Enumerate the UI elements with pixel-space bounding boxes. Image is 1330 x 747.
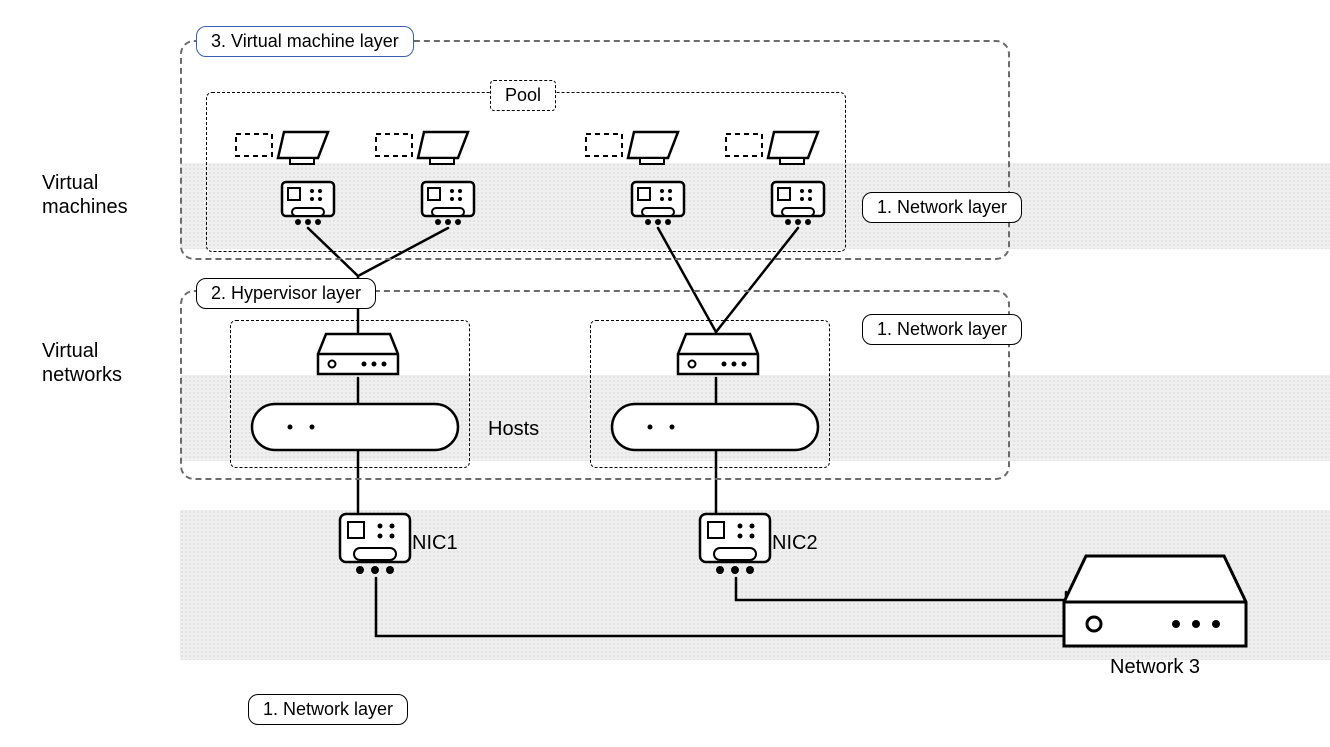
vnic-icon — [628, 178, 688, 228]
vnic-icon — [278, 178, 338, 228]
router-icon — [1060, 552, 1250, 652]
layer-3-label: 3. Virtual machine layer — [196, 26, 414, 57]
nic-icon — [696, 510, 774, 578]
layer-1-label-top: 1. Network layer — [862, 192, 1022, 223]
vm-side-label-2: machines — [42, 196, 128, 219]
layer-1-label-bottom: 1. Network layer — [248, 694, 408, 725]
server-icon — [316, 330, 400, 380]
storage-icon — [250, 402, 460, 452]
vnet-side-label-2: networks — [42, 364, 122, 387]
nic2-label: NIC2 — [772, 532, 818, 555]
vm-icon — [724, 128, 824, 168]
vm-icon — [374, 128, 474, 168]
storage-icon — [610, 402, 820, 452]
pool-frame — [206, 92, 846, 252]
vnic-icon — [418, 178, 478, 228]
layer-1-label-mid: 1. Network layer — [862, 314, 1022, 345]
vm-icon — [584, 128, 684, 168]
network3-label: Network 3 — [1110, 656, 1200, 679]
nic1-label: NIC1 — [412, 532, 458, 555]
vnic-icon — [768, 178, 828, 228]
network-diagram: Virtual machines Virtual networks Hosts … — [0, 0, 1330, 747]
vm-side-label-1: Virtual — [42, 172, 98, 195]
vnet-side-label-1: Virtual — [42, 340, 98, 363]
vm-icon — [234, 128, 334, 168]
pool-label: Pool — [490, 80, 556, 111]
hosts-label: Hosts — [488, 418, 539, 441]
server-icon — [676, 330, 760, 380]
layer-2-label: 2. Hypervisor layer — [196, 278, 376, 309]
nic-icon — [336, 510, 414, 578]
